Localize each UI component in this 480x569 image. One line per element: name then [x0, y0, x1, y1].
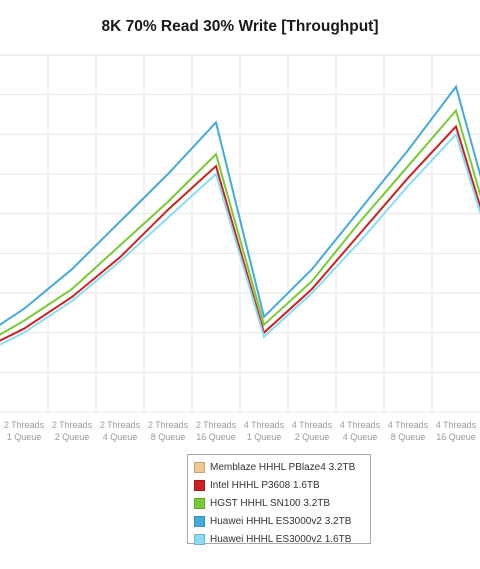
series-line-4 [0, 132, 480, 346]
legend-item[interactable]: Memblaze HHHL PBlaze4 3.2TB [194, 458, 370, 476]
x-tick-label: 4 Threads 4 Queue [340, 420, 381, 442]
series-lines [0, 84, 480, 346]
x-tick-label: 4 Threads 2 Queue [292, 420, 333, 442]
x-tick-label: 4 Threads 1 Queue [244, 420, 285, 442]
legend-swatch [194, 479, 205, 491]
gridlines [0, 54, 480, 413]
x-tick-label: 2 Threads 16 Queue [196, 420, 237, 442]
legend-item[interactable]: Huawei HHHL ES3000v2 3.2TB [194, 512, 370, 530]
legend-item[interactable]: HGST HHHL SN100 3.2TB [194, 494, 370, 512]
legend-swatch [194, 461, 205, 473]
legend-label: Huawei HHHL ES3000v2 3.2TB [210, 515, 352, 527]
x-tick-label: 4 Threads 16 Queue [436, 420, 477, 442]
series-line-3 [0, 84, 480, 326]
chart-title: 8K 70% Read 30% Write [Throughput] [101, 18, 379, 35]
legend-item[interactable]: Huawei HHHL ES3000v2 1.6TB [194, 530, 370, 548]
x-tick-label: 2 Threads 1 Queue [4, 420, 45, 442]
x-tick-label: 2 Threads 2 Queue [52, 420, 93, 442]
x-tick-label: 4 Threads 8 Queue [388, 420, 429, 442]
series-line-1 [0, 124, 480, 342]
series-line-2 [0, 108, 480, 336]
legend-label: Huawei HHHL ES3000v2 1.6TB [210, 533, 352, 545]
x-tick-label: 2 Threads 4 Queue [100, 420, 141, 442]
legend-item[interactable]: Intel HHHL P3608 1.6TB [194, 476, 370, 494]
legend-label: Memblaze HHHL PBlaze4 3.2TB [210, 461, 356, 473]
legend-label: HGST HHHL SN100 3.2TB [210, 497, 331, 509]
legend: Memblaze HHHL PBlaze4 3.2TB Intel HHHL P3… [187, 454, 371, 545]
legend-swatch [194, 497, 205, 509]
x-tick-label: 2 Threads 8 Queue [148, 420, 189, 442]
legend-swatch [194, 515, 205, 527]
legend-label: Intel HHHL P3608 1.6TB [210, 479, 320, 491]
legend-swatch [194, 533, 205, 545]
